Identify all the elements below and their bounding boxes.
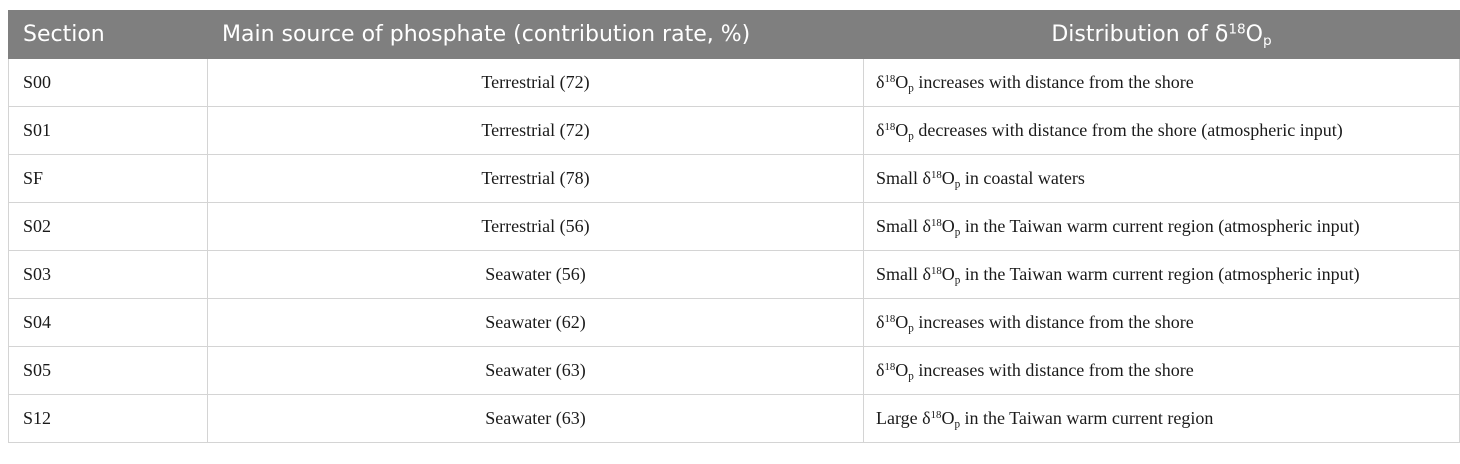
cell-source: Seawater (56) (207, 250, 864, 299)
cell-distribution: δ18Op decreases with distance from the s… (863, 106, 1460, 155)
delta-symbol: δ (876, 360, 885, 380)
dist-post: in the Taiwan warm current region (960, 408, 1214, 428)
cell-distribution: Small δ18Op in the Taiwan warm current r… (863, 250, 1460, 299)
table-row: S03 Seawater (56) Small δ18Op in the Tai… (8, 250, 1460, 299)
dist-post: in coastal waters (960, 168, 1085, 188)
dist-post: increases with distance from the shore (913, 72, 1194, 92)
header-distribution-sub: p (1263, 33, 1272, 50)
table-row: S05 Seawater (63) δ18Op increases with d… (8, 346, 1460, 395)
dist-post: in the Taiwan warm current region (atmos… (960, 264, 1360, 284)
delta-o: O (941, 216, 955, 236)
dist-pre: Small (876, 264, 923, 284)
delta-o: O (941, 168, 955, 188)
header-distribution: Distribution of δ18Op (863, 10, 1460, 59)
header-distribution-sup: 18 (1228, 21, 1246, 38)
delta-sup: 18 (884, 313, 896, 326)
table-row: SF Terrestrial (78) Small δ18Op in coast… (8, 154, 1460, 203)
header-distribution-o: O (1245, 22, 1263, 47)
delta-sup: 18 (884, 361, 896, 374)
dist-pre: Large (876, 408, 923, 428)
delta-sub: p (954, 178, 961, 191)
cell-distribution: Small δ18Op in coastal waters (863, 154, 1460, 203)
cell-source: Terrestrial (78) (207, 154, 864, 203)
delta-o: O (895, 72, 909, 92)
dist-post: in the Taiwan warm current region (atmos… (960, 216, 1360, 236)
delta-symbol: δ (922, 408, 931, 428)
delta-sup: 18 (930, 409, 942, 422)
delta-sub: p (908, 130, 914, 143)
header-section: Section (8, 10, 208, 59)
cell-distribution: δ18Op increases with distance from the s… (863, 346, 1460, 395)
dist-post: increases with distance from the shore (913, 360, 1194, 380)
table-row: S00 Terrestrial (72) δ18Op increases wit… (8, 58, 1460, 107)
delta-sub: p (954, 418, 961, 431)
delta-sub: p (954, 226, 961, 239)
delta-sub: p (908, 322, 914, 335)
dist-post: decreases with distance from the shore (… (913, 120, 1343, 140)
delta-o: O (941, 408, 955, 428)
delta-symbol: δ (876, 72, 885, 92)
delta-o: O (895, 312, 909, 332)
cell-distribution: δ18Op increases with distance from the s… (863, 58, 1460, 107)
dist-post: increases with distance from the shore (913, 312, 1194, 332)
delta-symbol: δ (876, 312, 885, 332)
cell-source: Seawater (63) (207, 394, 864, 443)
delta-sup: 18 (931, 265, 942, 278)
header-distribution-prefix: Distribution of δ (1051, 22, 1229, 47)
delta-sub: p (908, 370, 914, 383)
table-row: S02 Terrestrial (56) Small δ18Op in the … (8, 202, 1460, 251)
cell-distribution: Small δ18Op in the Taiwan warm current r… (863, 202, 1460, 251)
cell-section: S00 (8, 58, 208, 107)
delta-symbol: δ (876, 120, 885, 140)
cell-distribution: Large δ18Op in the Taiwan warm current r… (863, 394, 1460, 443)
delta-sup: 18 (884, 73, 896, 86)
header-row: Section Main source of phosphate (contri… (8, 10, 1460, 59)
cell-section: S03 (8, 250, 208, 299)
cell-section: S05 (8, 346, 208, 395)
table-row: S01 Terrestrial (72) δ18Op decreases wit… (8, 106, 1460, 155)
cell-section: S04 (8, 298, 208, 347)
cell-source: Terrestrial (56) (207, 202, 864, 251)
table-row: S04 Seawater (62) δ18Op increases with d… (8, 298, 1460, 347)
delta-symbol: δ (922, 168, 931, 188)
delta-o: O (895, 120, 909, 140)
cell-section: S12 (8, 394, 208, 443)
cell-section: S01 (8, 106, 208, 155)
delta-sup: 18 (931, 169, 942, 182)
phosphate-table: Section Main source of phosphate (contri… (8, 10, 1460, 443)
table-header: Section Main source of phosphate (contri… (8, 10, 1460, 59)
table-row: S12 Seawater (63) Large δ18Op in the Tai… (8, 394, 1460, 443)
cell-source: Terrestrial (72) (207, 106, 864, 155)
delta-o: O (895, 360, 909, 380)
delta-sup: 18 (884, 121, 896, 134)
cell-source: Terrestrial (72) (207, 58, 864, 107)
cell-source: Seawater (63) (207, 346, 864, 395)
delta-o: O (941, 264, 955, 284)
cell-section: S02 (8, 202, 208, 251)
dist-pre: Small (876, 168, 923, 188)
delta-sup: 18 (931, 217, 942, 230)
table-body: S00 Terrestrial (72) δ18Op increases wit… (8, 58, 1460, 443)
delta-sub: p (954, 274, 961, 287)
header-source: Main source of phosphate (contribution r… (207, 10, 864, 59)
cell-section: SF (8, 154, 208, 203)
delta-symbol: δ (922, 216, 931, 236)
dist-pre: Small (876, 216, 923, 236)
delta-sub: p (908, 82, 914, 95)
cell-source: Seawater (62) (207, 298, 864, 347)
cell-distribution: δ18Op increases with distance from the s… (863, 298, 1460, 347)
delta-symbol: δ (922, 264, 931, 284)
